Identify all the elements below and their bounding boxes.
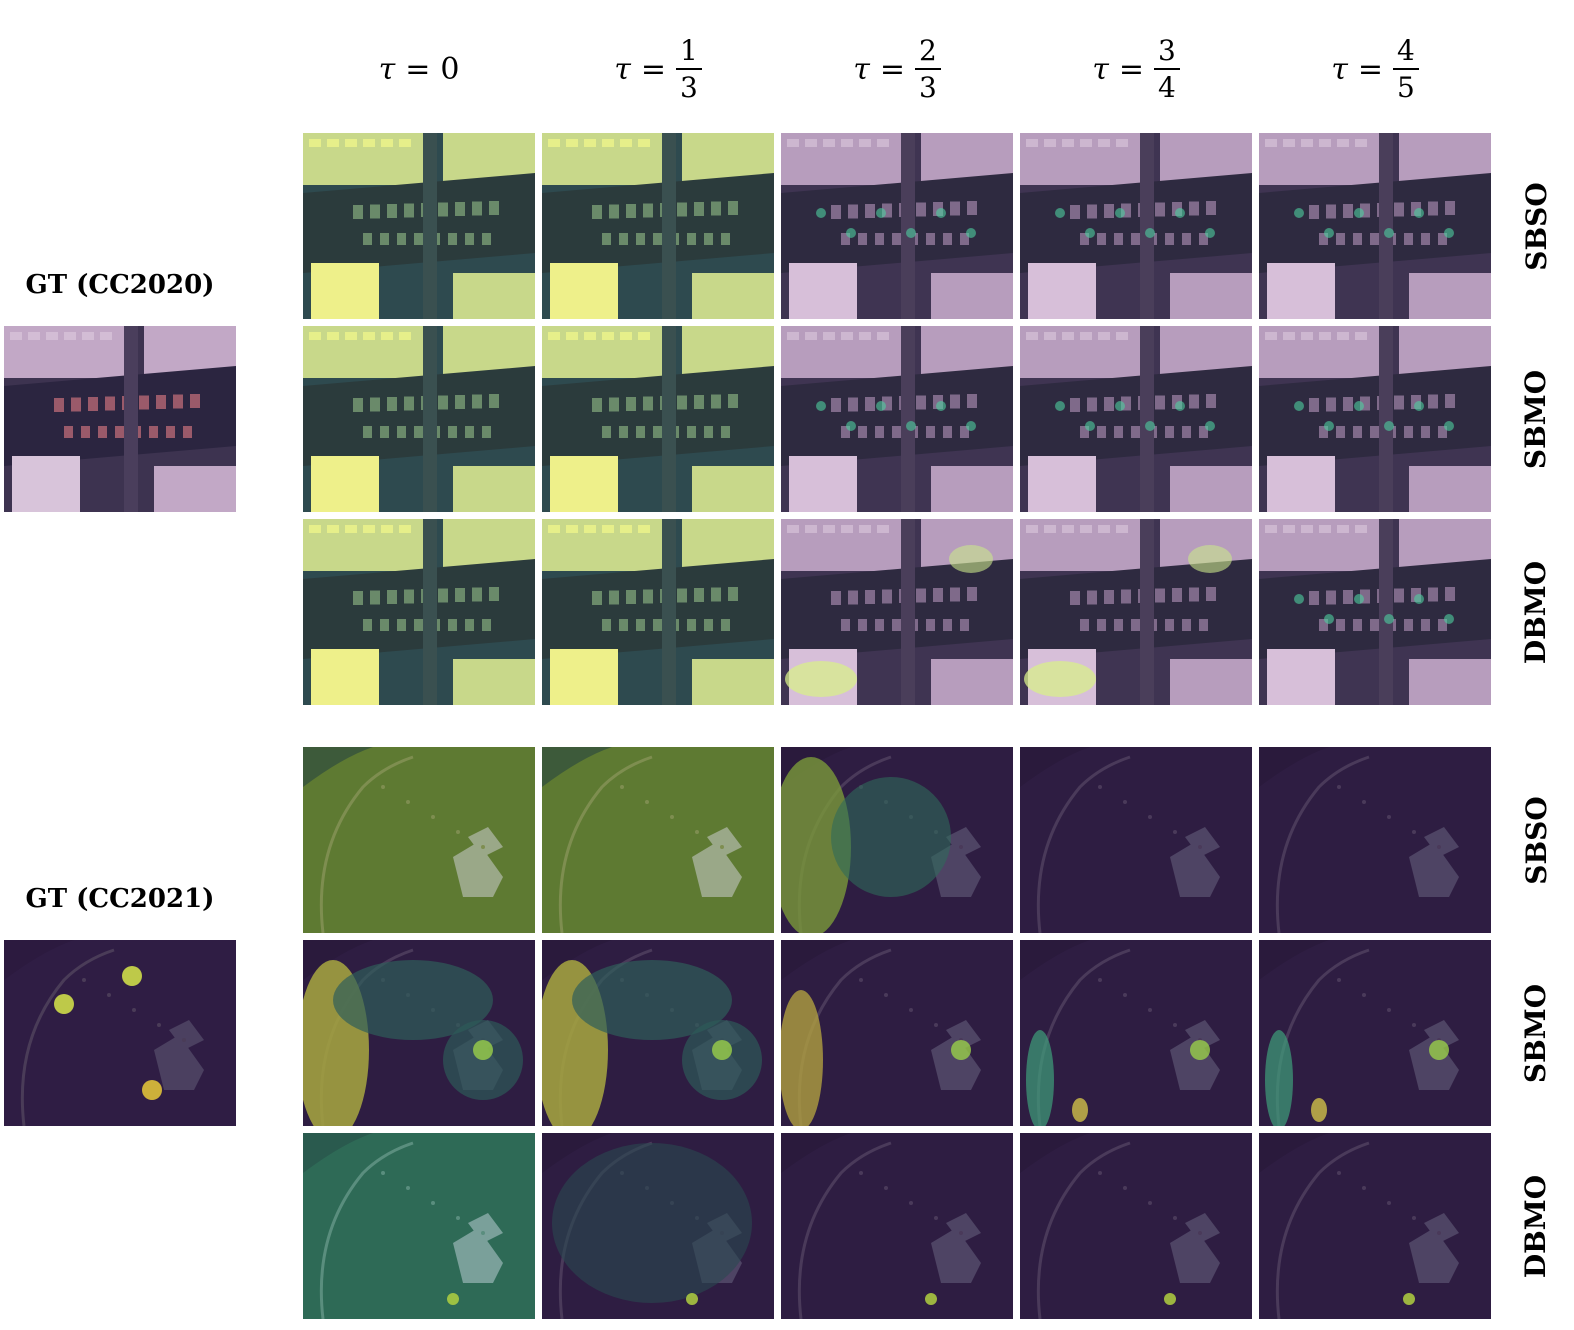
gt-image-cc2021 xyxy=(4,940,236,1126)
tau-symbol: τ xyxy=(1092,51,1109,87)
heatmap-cc2020-row3-col5 xyxy=(1259,519,1491,705)
equals-sign: = xyxy=(405,51,431,87)
heatmap-cc2021-row1-col5 xyxy=(1259,747,1491,933)
heatmap-cc2020-row2-col1 xyxy=(303,326,535,512)
heatmap-cc2020-row3-col1 xyxy=(303,519,535,705)
fraction-denominator: 4 xyxy=(1157,70,1176,104)
equals-sign: = xyxy=(1357,51,1383,87)
equals-sign: = xyxy=(879,51,905,87)
tau-fraction: 2 3 xyxy=(914,36,941,104)
tau-symbol: τ xyxy=(614,51,631,87)
heatmap-cc2021-row3-col2 xyxy=(542,1133,774,1319)
heatmap-cc2021-row2-col2 xyxy=(542,940,774,1126)
heatmap-cc2021-row2-col3 xyxy=(781,940,1013,1126)
gt-title-cc2021: GT (CC2021) xyxy=(25,884,215,914)
heatmap-cc2020-row3-col2 xyxy=(542,519,774,705)
col-header-tau-4-5: τ = 4 5 xyxy=(1259,24,1491,114)
heatmap-cc2020-row1-col1 xyxy=(303,133,535,319)
heatmap-cc2020-row3-col4 xyxy=(1020,519,1252,705)
heatmap-cc2021-row1-col2 xyxy=(542,747,774,933)
row-label-sbso-top: SBSO xyxy=(1519,181,1553,271)
heatmap-cc2021-row3-col4 xyxy=(1020,1133,1252,1319)
col-header-tau-1-3: τ = 1 3 xyxy=(542,24,774,114)
heatmap-cc2020-row2-col5 xyxy=(1259,326,1491,512)
tau-symbol: τ xyxy=(853,51,870,87)
row-label-dbmo-bottom: DBMO xyxy=(1519,1174,1553,1278)
fraction-numerator: 3 xyxy=(1153,36,1180,70)
heatmap-cc2021-row3-col1 xyxy=(303,1133,535,1319)
fraction-denominator: 5 xyxy=(1396,70,1415,104)
row-label-sbso-bottom: SBSO xyxy=(1519,795,1553,885)
heatmap-cc2021-row3-col5 xyxy=(1259,1133,1491,1319)
tau-fraction: 4 5 xyxy=(1392,36,1419,104)
col-header-tau-2-3: τ = 2 3 xyxy=(781,24,1013,114)
heatmap-cc2021-row1-col4 xyxy=(1020,747,1252,933)
heatmap-cc2020-row3-col3 xyxy=(781,519,1013,705)
tau-symbol: τ xyxy=(1331,51,1348,87)
heatmap-cc2020-row1-col2 xyxy=(542,133,774,319)
fraction-denominator: 3 xyxy=(918,70,937,104)
gt-title-cc2020: GT (CC2020) xyxy=(25,270,215,300)
fraction-numerator: 2 xyxy=(914,36,941,70)
row-label-dbmo-top: DBMO xyxy=(1519,560,1553,664)
heatmap-cc2020-row1-col3 xyxy=(781,133,1013,319)
heatmap-cc2021-row1-col1 xyxy=(303,747,535,933)
tau-symbol: τ xyxy=(378,51,396,87)
heatmap-cc2020-row1-col4 xyxy=(1020,133,1252,319)
heatmap-cc2020-row2-col2 xyxy=(542,326,774,512)
heatmap-cc2020-row2-col4 xyxy=(1020,326,1252,512)
heatmap-cc2020-row1-col5 xyxy=(1259,133,1491,319)
tau-value: 0 xyxy=(440,51,460,87)
tau-fraction: 3 4 xyxy=(1153,36,1180,104)
heatmap-cc2021-row2-col1 xyxy=(303,940,535,1126)
heatmap-cc2021-row2-col5 xyxy=(1259,940,1491,1126)
heatmap-cc2021-row3-col3 xyxy=(781,1133,1013,1319)
row-label-sbmo-top: SBMO xyxy=(1519,369,1553,469)
row-label-sbmo-bottom: SBMO xyxy=(1519,983,1553,1083)
tau-fraction: 1 3 xyxy=(675,36,702,104)
heatmap-cc2021-row2-col4 xyxy=(1020,940,1252,1126)
heatmap-cc2021-row1-col3 xyxy=(781,747,1013,933)
fraction-numerator: 4 xyxy=(1392,36,1419,70)
equals-sign: = xyxy=(1118,51,1144,87)
equals-sign: = xyxy=(640,51,666,87)
fraction-denominator: 3 xyxy=(679,70,698,104)
col-header-tau-3-4: τ = 3 4 xyxy=(1020,24,1252,114)
fraction-numerator: 1 xyxy=(675,36,702,70)
heatmap-cc2020-row2-col3 xyxy=(781,326,1013,512)
col-header-tau-0: τ = 0 xyxy=(303,24,535,114)
gt-image-cc2020 xyxy=(4,326,236,512)
